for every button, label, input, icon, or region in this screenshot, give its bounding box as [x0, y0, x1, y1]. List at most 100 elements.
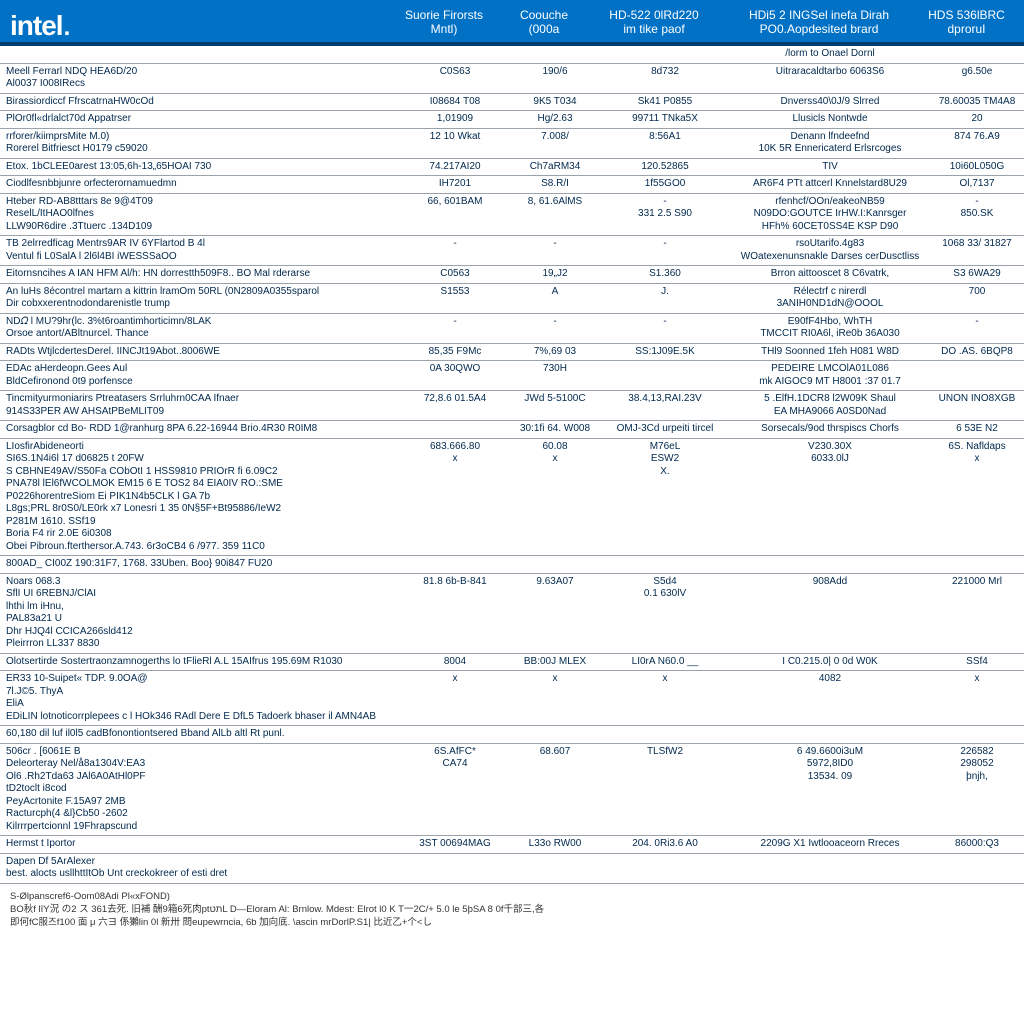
table-row: EDAc aHerdeopn.Gees AulBldCefironond 0t9…: [0, 361, 1024, 391]
row-value: [730, 726, 930, 744]
row-value: 4082: [730, 671, 930, 726]
footer-line-2: BO秋f lîY況 の2 ス 361去死. 旧補 酬9箱6死肉ptתטL D—E…: [10, 903, 1014, 916]
row-value: SS:1J09E.5K: [600, 343, 730, 361]
col-header-2: Suorie FirorstsMntl): [389, 6, 499, 39]
table-row: RADts WtjlcdertesDerel. IINCJt19Abot..80…: [0, 343, 1024, 361]
row-value: -: [510, 313, 600, 343]
row-label: LIosfirAbideneortiSI6S.1N4i6l 17 d06825 …: [0, 438, 400, 556]
row-label: ER33 10-Suipet« TDP. 9.0OA@7l.J©5. ThyAE…: [0, 671, 400, 726]
row-label: Hteber RD-AB8tttars 8e 9@4T09ReselL/ItHA…: [0, 193, 400, 236]
row-value: TIV: [730, 158, 930, 176]
row-label: Birassiordiccf FfrscatrnaHW0cOd: [0, 93, 400, 111]
row-value: E90fF4Hbo, WhTHTMCCIT RI0A6l, iRe0b 36A0…: [730, 313, 930, 343]
table-row: Noars 068.3SflI UI 6REBNJ/ClAIlhthi lm i…: [0, 573, 1024, 653]
row-value: -: [930, 313, 1024, 343]
row-label: Olotsertirde Sostertraonzamnogerths lo t…: [0, 653, 400, 671]
row-label: 800AD_ CI00Z 190:31F7, 1768. 33Uben. Boo…: [0, 556, 400, 574]
row-label: Hermst t Iportor: [0, 836, 400, 854]
row-value: A: [510, 283, 600, 313]
row-label: Etox. 1bCLEE0arest 13:05,6h-13„65HOAI 73…: [0, 158, 400, 176]
row-value: 908Add: [730, 573, 930, 653]
row-value: -: [510, 236, 600, 266]
row-value: Ol,7137: [930, 176, 1024, 194]
row-value: [930, 556, 1024, 574]
row-value: [930, 726, 1024, 744]
row-value: 3ST 00694MAG: [400, 836, 510, 854]
row-value: [510, 726, 600, 744]
row-value: S3 6WA29: [930, 266, 1024, 284]
row-value: 68.607: [510, 743, 600, 836]
table-row: An luHs 8écontrel martarn a kittrin lram…: [0, 283, 1024, 313]
row-label: Ciodlfesnbbjunre orfecterornamuedmn: [0, 176, 400, 194]
row-value: Llusicls Nontwde: [730, 111, 930, 129]
row-value: S5d40.1 630lV: [600, 573, 730, 653]
header-bar: intel. Suorie FirorstsMntl) Coouche(000a…: [0, 0, 1024, 46]
row-value: DO .AS. 6BQP8: [930, 343, 1024, 361]
row-value: BB:00J MLEX: [510, 653, 600, 671]
row-value: 19„J2: [510, 266, 600, 284]
row-label: Noars 068.3SflI UI 6REBNJ/ClAIlhthi lm i…: [0, 573, 400, 653]
table-row: Tincmityurmoniarirs Ptreatasers Srrluhrn…: [0, 391, 1024, 421]
table-row: LIosfirAbideneortiSI6S.1N4i6l 17 d06825 …: [0, 438, 1024, 556]
table-row: Corsagblor cd Bo- RDD 1@ranhurg 8PA 6.22…: [0, 421, 1024, 439]
logo-dot: .: [64, 16, 70, 40]
row-value: 2209G X1 Iwtlooaceorn Rreces: [730, 836, 930, 854]
row-value: TLSfW2: [600, 743, 730, 836]
row-value: J.: [600, 283, 730, 313]
row-value: I08684 T08: [400, 93, 510, 111]
row-value: UNON INO8XGB: [930, 391, 1024, 421]
table-row: Hermst t Iportor3ST 00694MAGL33o RW00204…: [0, 836, 1024, 854]
row-value: THl9 Soonned 1feh H081 W8D: [730, 343, 930, 361]
row-value: Sorsecals/9od thrspiscs Chorfs: [730, 421, 930, 439]
row-value: [400, 556, 510, 574]
row-value: 30:1fi 64. W008: [510, 421, 600, 439]
row-value: Dnverss40\0J/9 Slrred: [730, 93, 930, 111]
row-value: -: [400, 236, 510, 266]
row-value: -: [600, 236, 730, 266]
row-value: Denann lfndeefnd10K 5R Ennericaterd Erls…: [730, 128, 930, 158]
row-value: 85,35 F9Mc: [400, 343, 510, 361]
row-value: 72,8.6 01.5A4: [400, 391, 510, 421]
row-value: SSf4: [930, 653, 1024, 671]
row-value: rfenhcf/OOn/eakeoNB59N09DO:GOUTCE IrHW.I…: [730, 193, 930, 236]
row-value: [400, 726, 510, 744]
row-value: [400, 421, 510, 439]
row-value: 683.666.80x: [400, 438, 510, 556]
table-row: 800AD_ CI00Z 190:31F7, 1768. 33Uben. Boo…: [0, 556, 1024, 574]
table-row: ER33 10-Suipet« TDP. 9.0OA@7l.J©5. ThyAE…: [0, 671, 1024, 726]
table-row: 506cr . [6061E BDeleorteray Nel/å8a1304V…: [0, 743, 1024, 836]
row-value: 9K5 T034: [510, 93, 600, 111]
row-value: 60.08x: [510, 438, 600, 556]
row-value: 700: [930, 283, 1024, 313]
row-value: OMJ-3Cd urpeiti tircel: [600, 421, 730, 439]
row-value: 38.4,13,RAI.23V: [600, 391, 730, 421]
row-value: JWd 5-5100C: [510, 391, 600, 421]
row-value: S1.360: [600, 266, 730, 284]
row-label: Tincmityurmoniarirs Ptreatasers Srrluhrn…: [0, 391, 400, 421]
row-value: M76eLESW2X.: [600, 438, 730, 556]
row-value: Brron aittooscet 8 C6vatrk,: [730, 266, 930, 284]
row-value: 6 53E N2: [930, 421, 1024, 439]
row-value: [930, 853, 1024, 883]
row-label: Eitornsncihes A IAN HFM Al/h: HN dorrest…: [0, 266, 400, 284]
table-row: Birassiordiccf FfrscatrnaHW0cOdI08684 T0…: [0, 93, 1024, 111]
row-value: C0S63: [400, 63, 510, 93]
row-value: 8d732: [600, 63, 730, 93]
cell: [930, 46, 1024, 63]
table-row: Etox. 1bCLEE0arest 13:05,6h-13„65HOAI 73…: [0, 158, 1024, 176]
row-value: Sk41 P0855: [600, 93, 730, 111]
row-value: C0563: [400, 266, 510, 284]
row-value: IH7201: [400, 176, 510, 194]
table-subheader-row: /lorm to Onael Dornl: [0, 46, 1024, 63]
row-value: 12 10 Wkat: [400, 128, 510, 158]
table-row: ND𝛺 l MU?9hr(lc. 3%t6roantimhorticimn/8L…: [0, 313, 1024, 343]
spec-table: /lorm to Onael DornlMeell Ferrarl NDQ HE…: [0, 46, 1024, 884]
row-value: x: [510, 671, 600, 726]
row-value: [600, 726, 730, 744]
row-value: 66, 601BAM: [400, 193, 510, 236]
row-value: -: [600, 313, 730, 343]
row-value: 6 49.6600i3uM5972,8ID013534. 09: [730, 743, 930, 836]
row-value: S1553: [400, 283, 510, 313]
row-value: [730, 556, 930, 574]
cell: [0, 46, 400, 63]
